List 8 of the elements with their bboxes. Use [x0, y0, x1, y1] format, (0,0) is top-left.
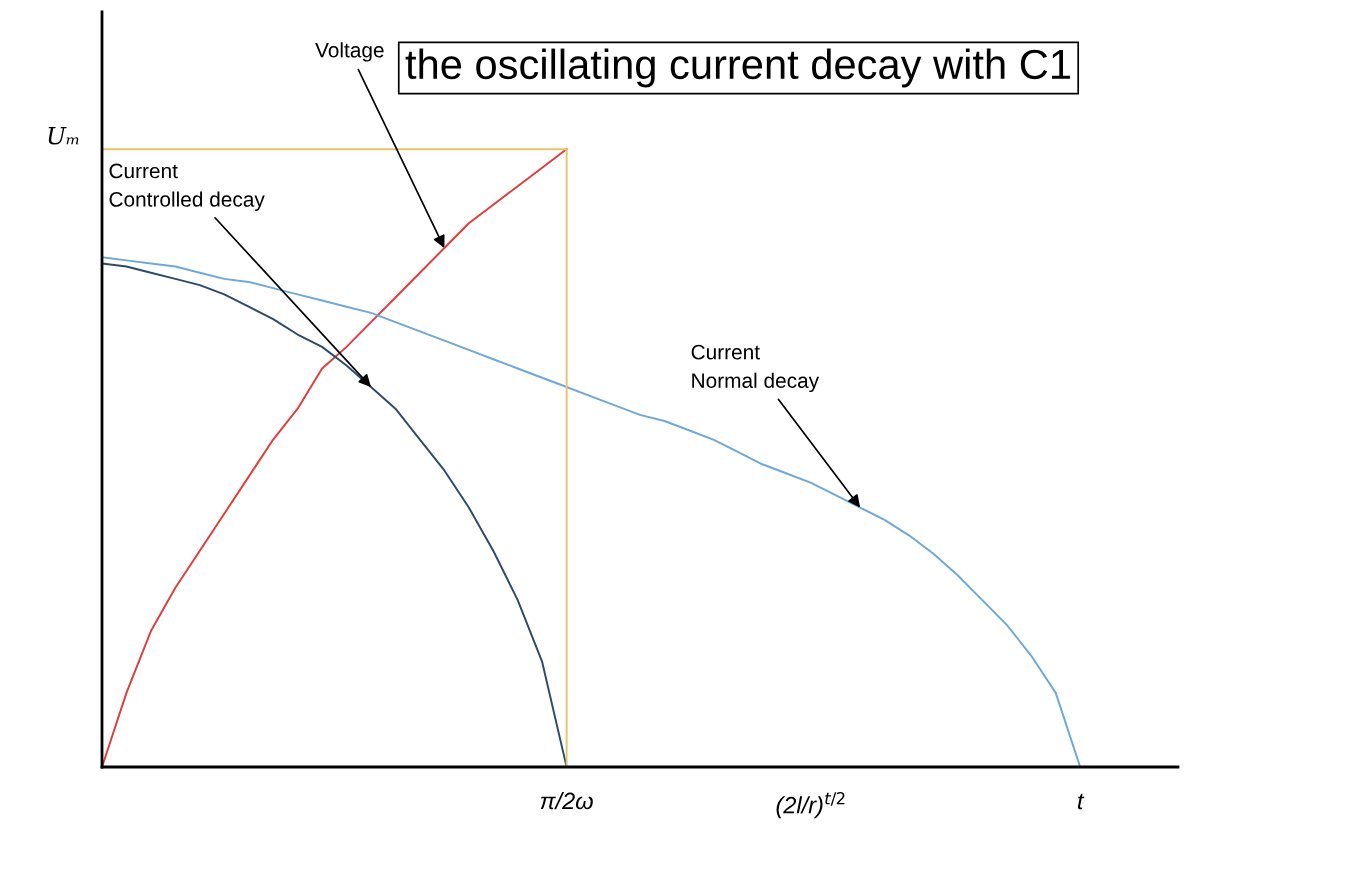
x-tick-label: π/2ω [540, 792, 593, 810]
text: Uₘ [48, 127, 79, 145]
series-label: Current Normal decay [691, 344, 820, 393]
x-tick-label: (2l/r)$^{t/2}$ [776, 792, 845, 819]
x-tick-label: t [1077, 793, 1085, 810]
text: Voltage [315, 42, 384, 62]
text: Current Controlled decay [109, 163, 265, 211]
chart-title: the oscillating current decay with C1 [405, 48, 1070, 88]
